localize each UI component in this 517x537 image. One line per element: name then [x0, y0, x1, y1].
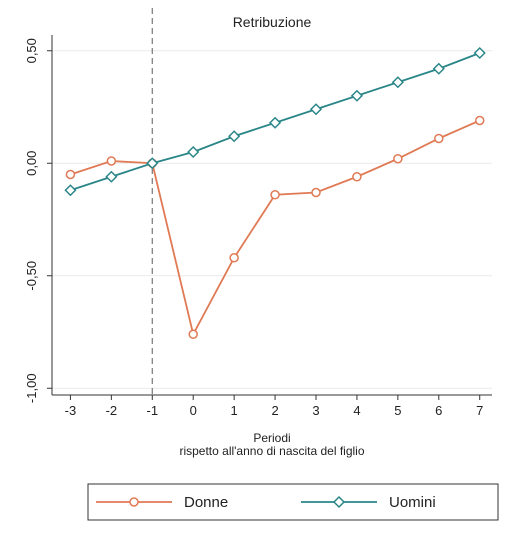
point — [311, 187, 321, 198]
point — [188, 329, 198, 339]
x-tick-label: 4 — [353, 403, 360, 418]
x-tick-label: -1 — [146, 403, 158, 418]
point — [352, 172, 362, 182]
x-axis-title: rispetto all'anno di nascita del figlio — [179, 444, 364, 458]
x-tick-label: 6 — [435, 403, 442, 418]
legend-marker — [332, 495, 346, 509]
x-tick-label: 2 — [271, 403, 278, 418]
point — [146, 157, 159, 170]
point — [270, 190, 280, 200]
series-line — [70, 119, 481, 337]
y-tick-label: 0,00 — [24, 151, 39, 176]
point — [106, 156, 117, 166]
point — [228, 130, 241, 143]
x-tick-label: 5 — [394, 403, 401, 418]
point — [269, 116, 282, 129]
point — [474, 115, 485, 126]
x-tick-label: -3 — [65, 403, 77, 418]
point — [105, 170, 118, 183]
chart-title: Retribuzione — [233, 14, 312, 30]
x-tick-label: 1 — [231, 403, 238, 418]
y-tick-label: 0,50 — [24, 38, 39, 63]
x-tick-label: 0 — [190, 403, 197, 418]
point — [432, 62, 445, 75]
point — [229, 253, 239, 263]
y-tick-label: -1,00 — [24, 373, 39, 403]
point — [473, 46, 486, 60]
x-axis-title: Periodi — [253, 431, 290, 445]
x-tick-label: -2 — [106, 403, 118, 418]
legend-label: Uomini — [389, 494, 436, 511]
point — [350, 89, 363, 102]
legend-marker — [129, 497, 139, 507]
point — [64, 184, 77, 197]
point — [309, 103, 323, 116]
x-tick-label: 7 — [476, 403, 483, 418]
point — [393, 154, 403, 164]
legend-box — [87, 483, 499, 521]
point — [391, 76, 404, 89]
x-tick-label: 3 — [312, 403, 319, 418]
point — [434, 133, 444, 144]
y-tick-label: -0,50 — [24, 261, 39, 291]
point — [65, 169, 76, 180]
legend-label: Donne — [184, 494, 228, 511]
point — [187, 145, 200, 159]
